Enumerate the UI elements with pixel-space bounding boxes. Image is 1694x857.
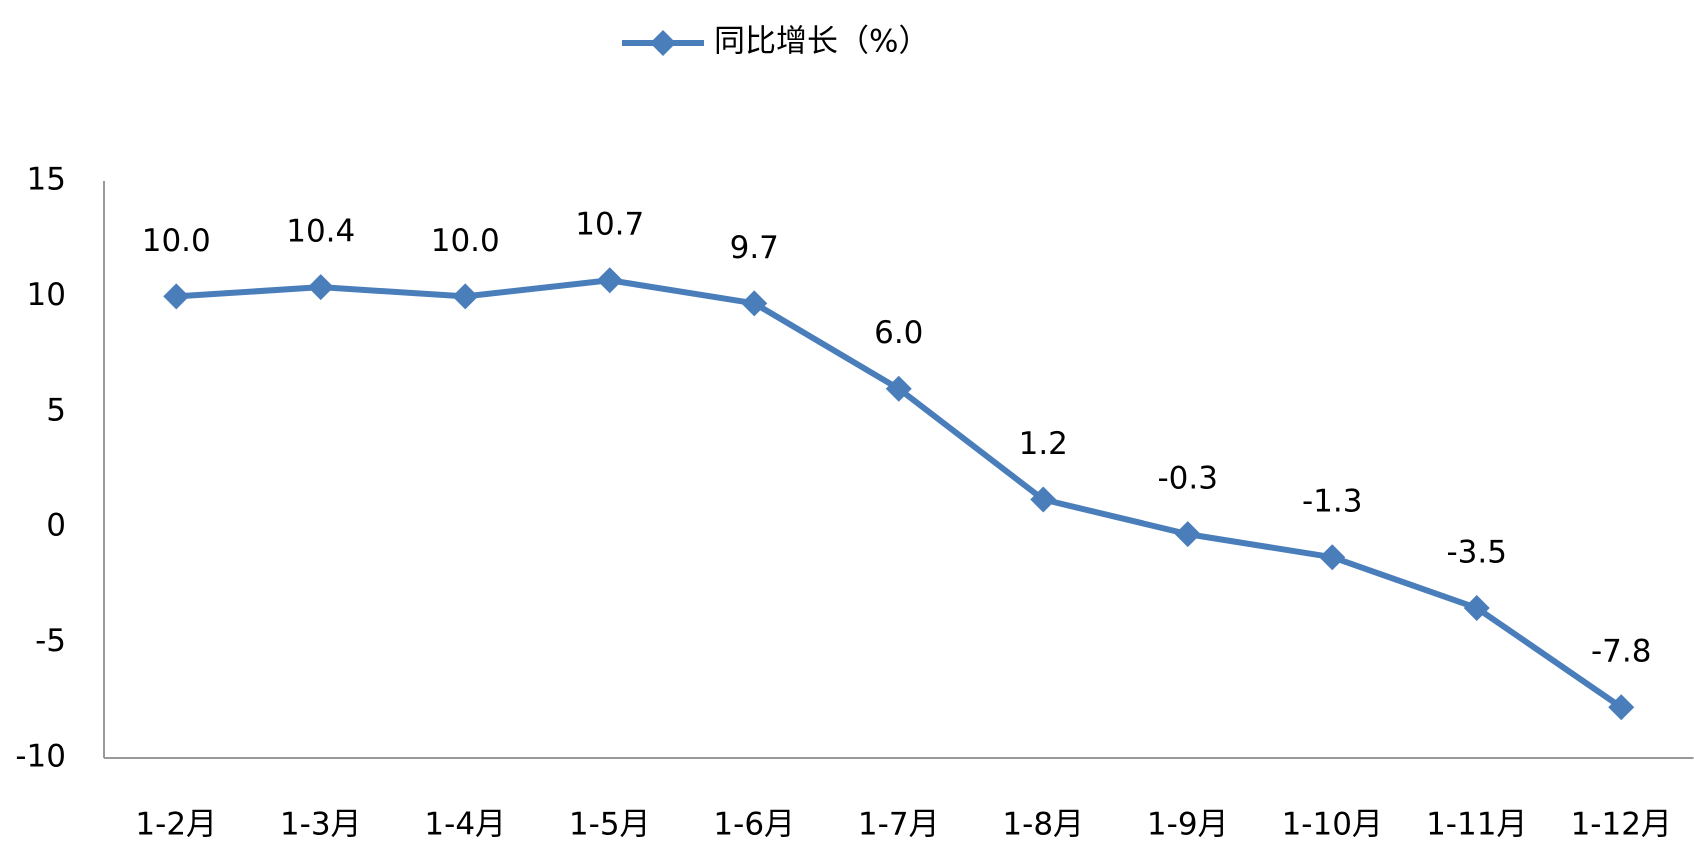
- data-label: -3.5: [1447, 534, 1508, 570]
- marker: [452, 283, 479, 310]
- marker: [1608, 694, 1635, 721]
- marker: [1463, 594, 1490, 621]
- marker: [885, 375, 912, 402]
- marker: [163, 283, 190, 310]
- x-tick-label: 1-5月: [569, 807, 651, 843]
- data-label: -1.3: [1302, 484, 1363, 520]
- data-label: 10.0: [142, 223, 211, 259]
- x-tick-label: 1-10月: [1282, 807, 1383, 843]
- x-tick-label: 1-9月: [1147, 807, 1229, 843]
- legend-marker: [650, 30, 676, 56]
- y-tick-label: 5: [46, 392, 66, 428]
- x-tick-label: 1-12月: [1571, 807, 1672, 843]
- marker: [741, 290, 768, 317]
- data-label: 10.4: [286, 214, 355, 250]
- x-tick-label: 1-4月: [424, 807, 506, 843]
- data-label: 10.0: [431, 223, 500, 259]
- data-label: 10.7: [575, 207, 644, 243]
- x-tick-label: 1-11月: [1426, 807, 1527, 843]
- x-tick-label: 1-2月: [135, 807, 217, 843]
- y-tick-label: -5: [35, 623, 66, 659]
- x-tick-label: 1-3月: [280, 807, 362, 843]
- y-tick-label: 0: [46, 508, 66, 544]
- data-label: -7.8: [1591, 634, 1652, 670]
- y-tick-label: -10: [15, 739, 66, 775]
- y-tick-label: 10: [27, 277, 66, 313]
- x-tick-label: 1-8月: [1002, 807, 1084, 843]
- y-tick-label: 15: [27, 162, 66, 198]
- data-label: 9.7: [730, 230, 779, 266]
- x-tick-label: 1-6月: [713, 807, 795, 843]
- legend-label: 同比增长（%）: [714, 24, 929, 60]
- marker: [1319, 544, 1346, 571]
- data-label: 6.0: [874, 315, 923, 351]
- data-label: 1.2: [1019, 426, 1068, 462]
- marker: [1174, 521, 1201, 548]
- data-label: -0.3: [1158, 461, 1219, 497]
- marker: [307, 274, 334, 301]
- x-tick-label: 1-7月: [858, 807, 940, 843]
- marker: [1030, 486, 1057, 513]
- marker: [596, 267, 623, 294]
